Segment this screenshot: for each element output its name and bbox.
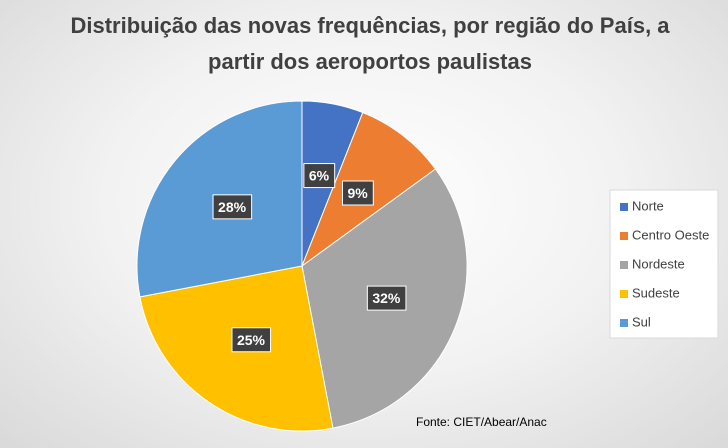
legend-swatch — [620, 232, 628, 240]
data-label: 9% — [348, 185, 369, 201]
source: Fonte: CIET/Abear/Anac — [416, 415, 547, 429]
data-label-bg — [231, 327, 272, 353]
legend-label: Sudeste — [632, 285, 680, 300]
data-label-bg — [303, 163, 336, 189]
legend-swatch — [620, 261, 628, 269]
chart-title: Distribuição das novas frequências, por … — [70, 13, 670, 74]
legend-label: Nordeste — [632, 256, 685, 271]
data-label-bg — [342, 180, 374, 206]
legend-label: Norte — [632, 198, 664, 213]
data-label: 6% — [309, 168, 330, 184]
legend-label: Centro Oeste — [632, 227, 709, 242]
legend-swatch — [620, 203, 628, 211]
data-label: 25% — [237, 332, 266, 348]
legend-swatch — [620, 319, 628, 327]
data-label: 32% — [372, 290, 401, 306]
legend-label: Sul — [632, 314, 651, 329]
legend-swatch — [620, 290, 628, 298]
data-label-bg — [366, 285, 407, 311]
data-label: 28% — [218, 199, 247, 215]
data-label-bg — [212, 194, 253, 220]
